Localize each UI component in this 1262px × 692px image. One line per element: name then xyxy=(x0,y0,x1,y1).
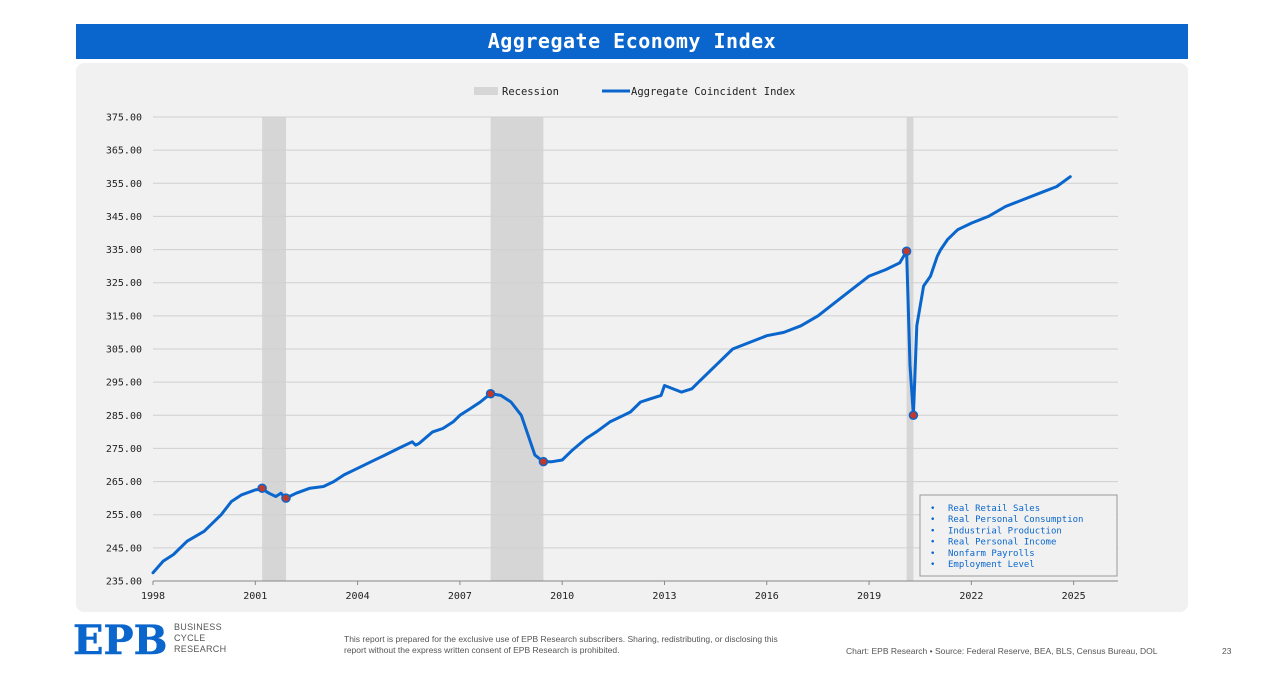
x-tick-label: 2016 xyxy=(755,591,779,602)
x-tick-label: 2022 xyxy=(959,591,983,602)
y-tick-label: 315.00 xyxy=(106,311,142,322)
x-tick-label: 2004 xyxy=(346,591,370,602)
turning-point-marker xyxy=(538,456,549,467)
y-tick-label: 275.00 xyxy=(106,444,142,455)
turning-point-marker xyxy=(485,388,496,399)
x-tick-label: 2007 xyxy=(448,591,472,602)
logo-line: CYCLE xyxy=(174,633,206,643)
component-item: Real Personal Income xyxy=(948,538,1056,548)
y-tick-label: 285.00 xyxy=(106,411,142,422)
series-line-aggregate-coincident-index xyxy=(151,175,1072,575)
y-tick-label: 365.00 xyxy=(106,146,142,157)
page-number: 23 xyxy=(1222,646,1232,656)
chart-title: Aggregate Economy Index xyxy=(76,24,1188,59)
annotation-box: • Real Retail Sales • Real Personal Consump… xyxy=(919,494,1118,577)
legend-label-aggregate-index: Aggregate Coincident Index xyxy=(631,86,795,98)
components-box xyxy=(919,494,1118,577)
disclaimer-text: This report is prepared for the exclusiv… xyxy=(344,634,778,655)
turning-point-marker xyxy=(901,246,912,256)
turning-point-marker xyxy=(281,493,291,503)
component-bullet: • xyxy=(930,549,935,559)
component-item: Nonfarm Payrolls xyxy=(948,549,1035,559)
y-tick-label: 235.00 xyxy=(106,577,142,588)
y-tick-label: 265.00 xyxy=(106,477,142,488)
y-tick-label: 245.00 xyxy=(106,543,142,554)
legend: Recession Aggregate Coincident Index xyxy=(474,86,795,98)
legend-label-recession: Recession xyxy=(502,86,559,98)
x-tick-label: 2019 xyxy=(857,591,881,602)
y-tick-label: 355.00 xyxy=(106,179,142,190)
logo-line: BUSINESS xyxy=(174,622,222,632)
x-tick-label: 1998 xyxy=(141,591,165,602)
component-bullet: • xyxy=(930,560,935,570)
x-tick-label: 2010 xyxy=(550,591,574,602)
component-bullet: • xyxy=(930,526,935,536)
component-bullet: • xyxy=(930,538,935,548)
series-lines xyxy=(151,175,1072,575)
logo-line: RESEARCH xyxy=(174,644,227,654)
logo-mark: EPB xyxy=(73,622,167,658)
logo-tagline: BUSINESS CYCLE RESEARCH xyxy=(174,622,226,655)
y-tick-label: 345.00 xyxy=(106,212,142,223)
component-item: Industrial Production xyxy=(948,526,1062,536)
y-tick-label: 325.00 xyxy=(106,278,142,289)
source-note: Chart: EPB Research • Source: Federal Re… xyxy=(846,646,1158,656)
x-tick-label: 2013 xyxy=(652,591,676,602)
y-tick-label: 335.00 xyxy=(106,245,142,256)
y-tick-label: 295.00 xyxy=(106,378,142,389)
component-item: Real Retail Sales xyxy=(948,504,1040,514)
turning-point-markers xyxy=(257,246,919,503)
y-tick-label: 255.00 xyxy=(106,510,142,521)
component-item: Real Personal Consumption xyxy=(948,515,1083,525)
component-bullet: • xyxy=(930,504,935,514)
y-tick-label: 375.00 xyxy=(106,113,142,124)
x-tick-label: 2025 xyxy=(1062,591,1086,602)
y-tick-label: 305.00 xyxy=(106,345,142,356)
epb-logo: EPB xyxy=(73,622,168,658)
turning-point-marker xyxy=(908,410,919,421)
turning-point-marker xyxy=(257,483,267,493)
x-tick-label: 2001 xyxy=(243,591,267,602)
legend-swatch-recession xyxy=(474,87,498,95)
component-bullet: • xyxy=(930,515,935,525)
axes: 375.00 365.00 355.00 345.00 335.00 325.00 315.… xyxy=(106,113,1118,602)
component-item: Employment Level xyxy=(948,560,1035,570)
